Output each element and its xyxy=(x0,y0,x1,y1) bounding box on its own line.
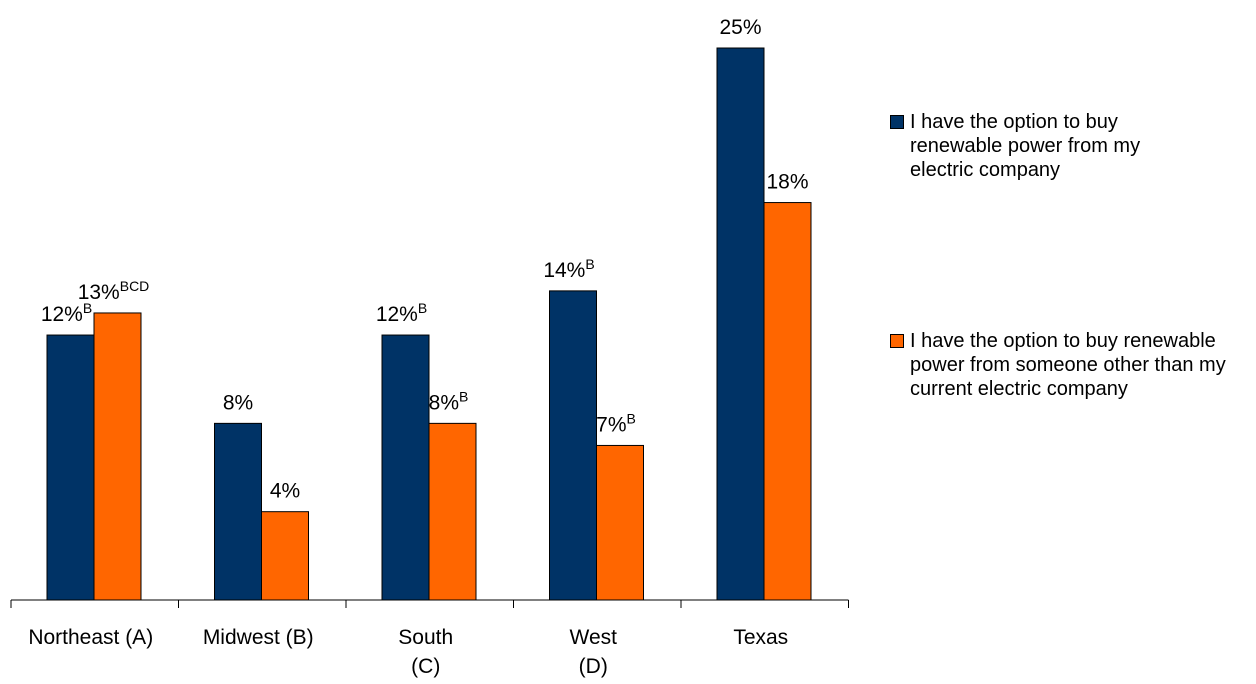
category-label: West xyxy=(570,626,618,649)
legend-swatch-navy xyxy=(890,115,904,129)
category-label: (D) xyxy=(579,655,608,678)
legend-label: I have the option to buy renewable power… xyxy=(910,330,1226,400)
data-label: 12%B xyxy=(376,300,427,326)
category-label: South xyxy=(398,626,453,649)
bar-other-company xyxy=(428,422,477,601)
category-label: (C) xyxy=(411,655,440,678)
x-axis xyxy=(10,599,849,608)
category-label: Northeast (A) xyxy=(28,626,153,649)
data-label: 25% xyxy=(719,16,761,39)
bar-own-company xyxy=(716,47,765,601)
bar-own-company xyxy=(549,290,597,601)
data-label: 13%BCD xyxy=(78,278,150,304)
data-label: 12%B xyxy=(41,300,92,326)
bar-own-company xyxy=(214,422,262,601)
data-label: 14%B xyxy=(543,256,594,282)
bar-other-company xyxy=(93,312,142,601)
legend-label: I have the option to buy renewable power… xyxy=(910,111,1141,181)
data-label: 8% xyxy=(223,391,253,414)
data-label: 4% xyxy=(270,480,300,503)
data-label: 18% xyxy=(766,171,808,194)
bar-other-company xyxy=(763,202,812,601)
data-label: 7%B xyxy=(596,410,636,436)
data-label: 8%B xyxy=(429,388,469,414)
category-label: Midwest (B) xyxy=(203,626,314,649)
category-label: Texas xyxy=(733,626,788,649)
legend-item-other-company: I have the option to buy renewable power… xyxy=(890,329,1250,401)
bars-group xyxy=(46,47,812,601)
bar-other-company xyxy=(596,444,644,601)
bar-own-company xyxy=(381,334,430,601)
category-labels-group: Northeast (A) Midwest (B) South (C) West (D) T… xyxy=(28,626,788,678)
legend-item-own-company: I have the option to buy renewable power… xyxy=(890,110,1250,182)
bar-other-company xyxy=(261,511,309,601)
bar-own-company xyxy=(46,334,95,601)
legend-swatch-orange xyxy=(890,334,904,348)
